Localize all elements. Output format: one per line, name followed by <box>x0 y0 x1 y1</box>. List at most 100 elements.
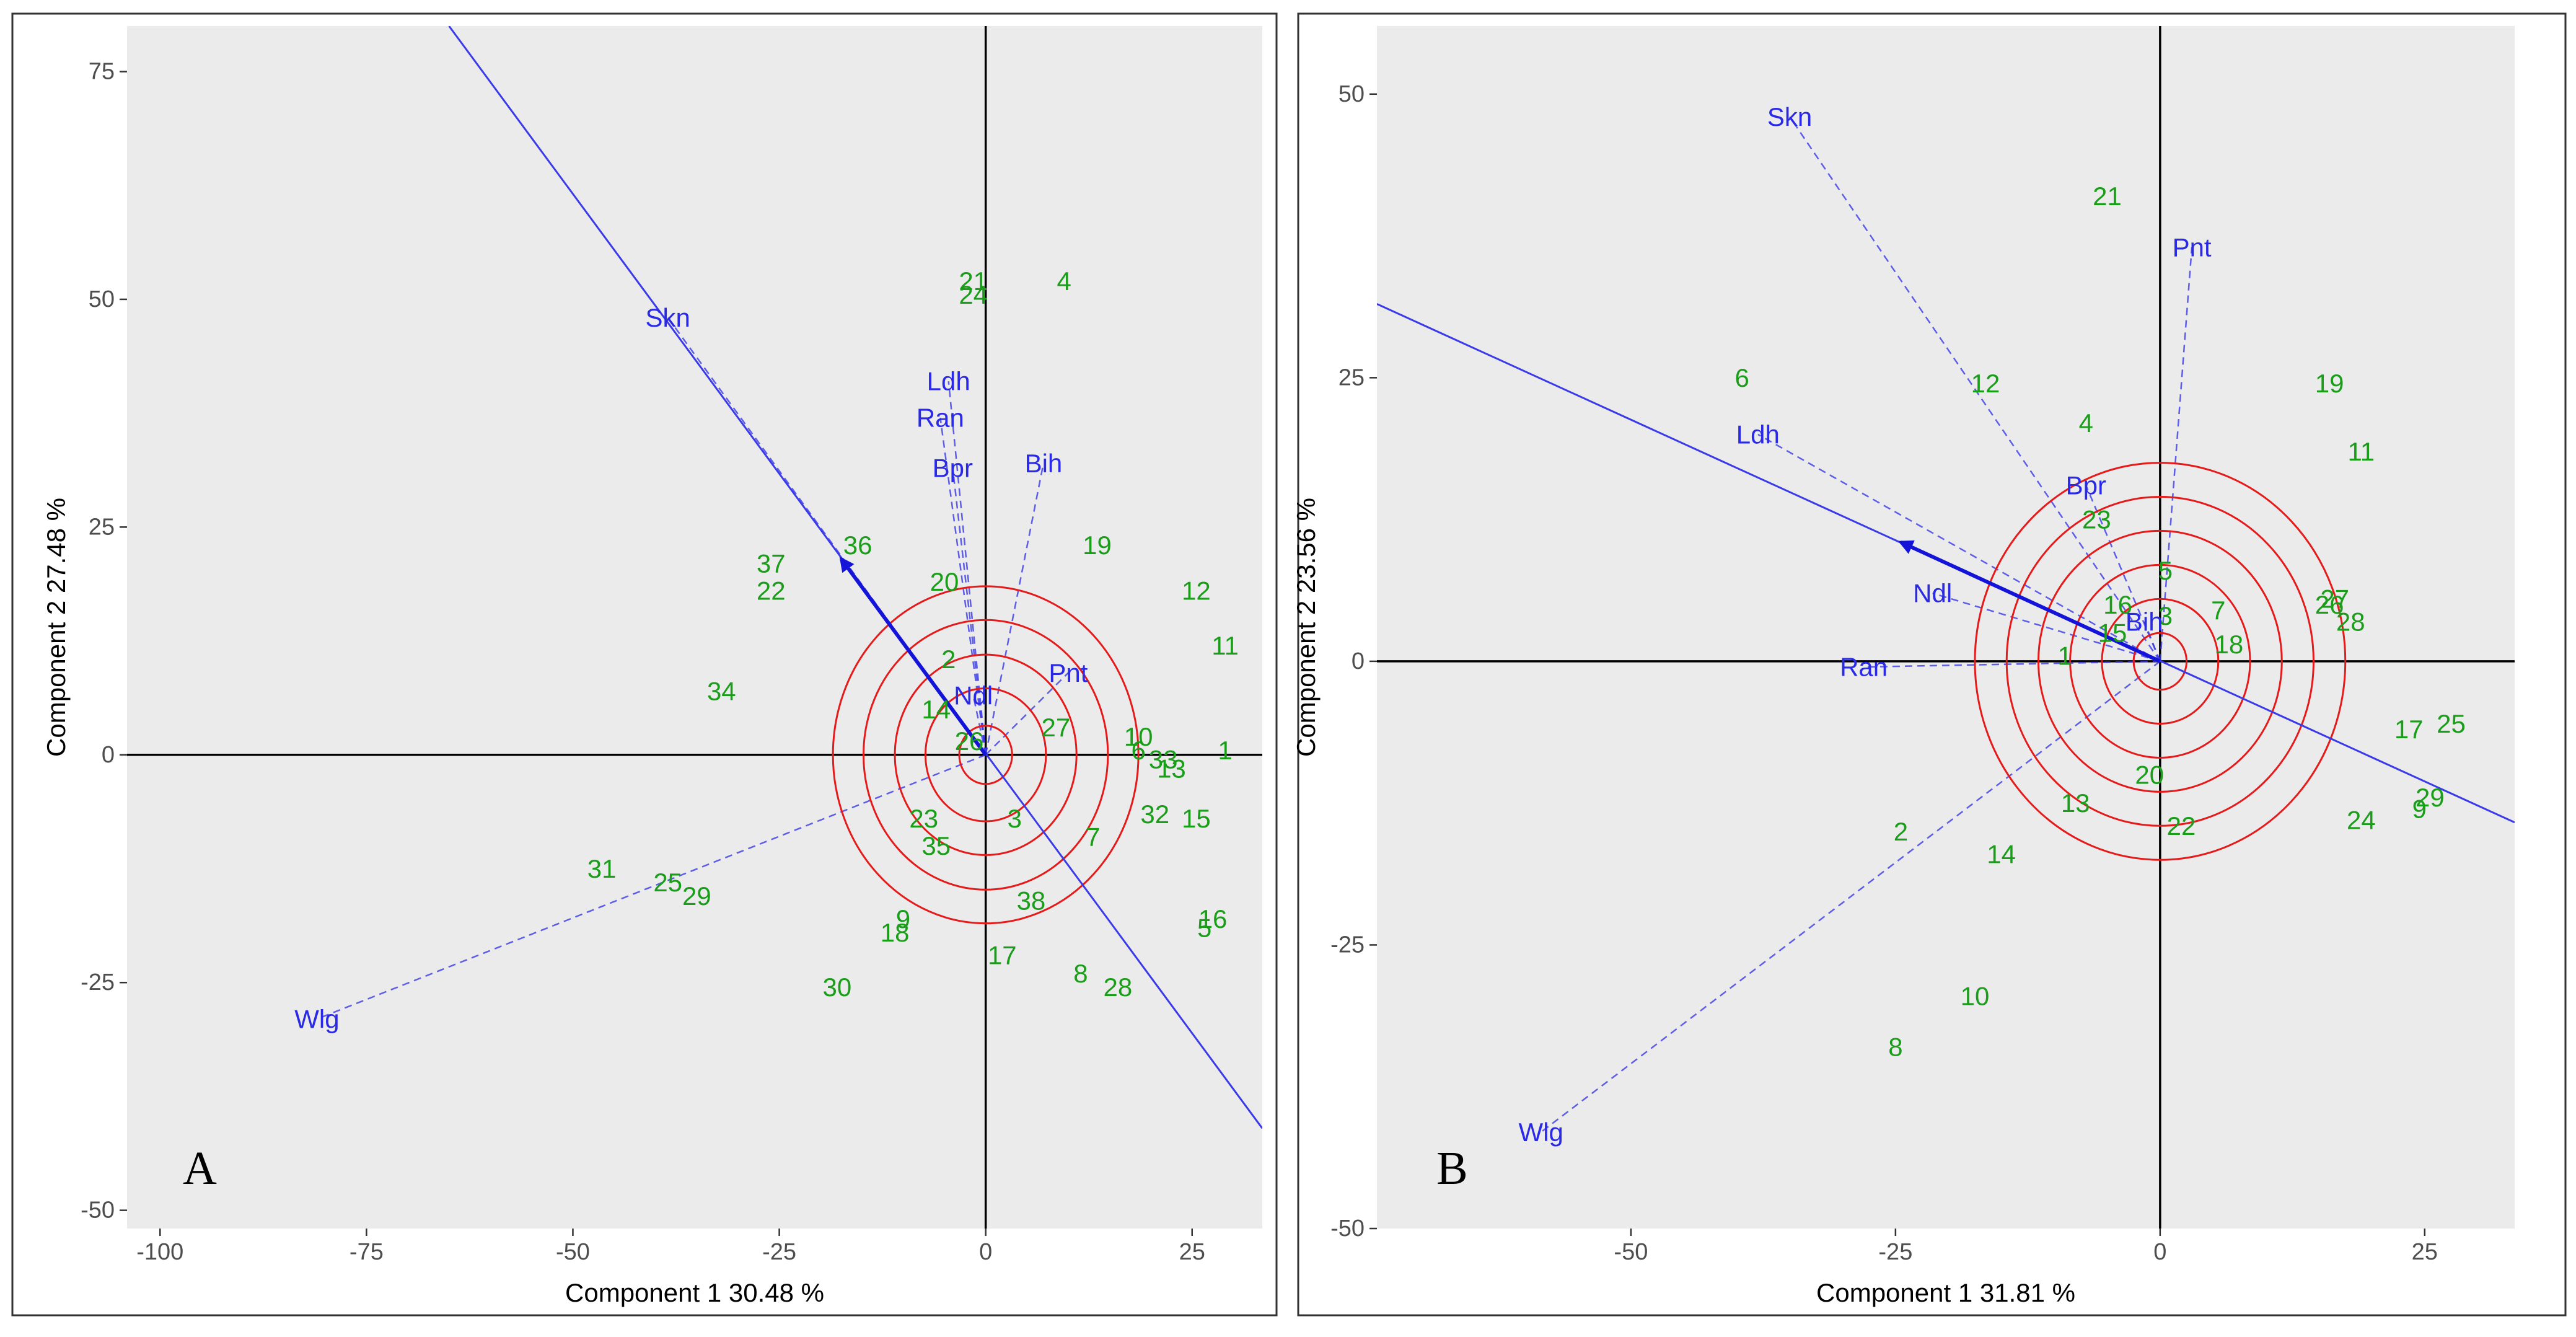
panel-b-genotype-label: 2 <box>1894 817 1908 846</box>
panel-a-x-tick-label: -50 <box>556 1239 590 1265</box>
panel-b-genotype-label: 19 <box>2315 369 2344 398</box>
panel-a-x-tick-label: -100 <box>136 1239 183 1265</box>
panel-a-circle-5 <box>832 585 1140 925</box>
panel-b-trait-label-bih: Bih <box>2125 607 2163 636</box>
panel-a-genotype-label: 36 <box>843 531 873 560</box>
panel-a-genotype-label: 26 <box>955 726 984 756</box>
panel-a-genotype-label: 10 <box>1124 722 1153 751</box>
panel-b-genotype-label: 8 <box>1888 1033 1902 1062</box>
panel-a-genotype-label: 29 <box>682 881 711 911</box>
panel-a-trait-vector-bpr <box>952 467 987 755</box>
panel-b-genotype-label: 6 <box>1735 363 1749 392</box>
panel-b-y-tick-label: -25 <box>1330 932 1365 958</box>
panel-a-genotype-label: 21 <box>959 267 988 296</box>
panel-a-genotype-label: 25 <box>653 868 682 897</box>
panel-b-average-arrow <box>1898 540 2161 663</box>
panel-b-circle-6 <box>1974 462 2347 861</box>
panel-b-genotype-label: 27 <box>2320 585 2349 614</box>
panel-a-trait-vector-wlg <box>316 754 987 1020</box>
panel-a-genotype-label: 4 <box>1057 267 1071 296</box>
panel-b-genotype-label: 24 <box>2347 806 2376 835</box>
panel-a-trait-label-skn: Skn <box>646 303 690 332</box>
panel-b-genotype-label: 10 <box>1961 981 1990 1010</box>
panel-b-genotype-label: 1 <box>2057 641 2072 670</box>
panel-b-x-tick-label: -50 <box>1614 1239 1648 1265</box>
panel-b-genotype-label: 16 <box>2103 590 2132 619</box>
panel-b-genotype-label: 18 <box>2215 630 2244 659</box>
panel-b-circle-4 <box>2037 529 2283 793</box>
panel-a-genotype-label: 13 <box>1157 754 1186 783</box>
panel-a: 1234567891011121314151617181920212223242… <box>42 26 1262 1307</box>
panel-b-trait-label-skn: Skn <box>1767 102 1812 131</box>
panel-a-genotype-label: 30 <box>822 973 851 1002</box>
panel-a-genotype-label: 19 <box>1083 531 1112 560</box>
panel-a-genotype-label: 16 <box>1198 904 1228 933</box>
panel-a-genotype-label: 33 <box>1149 745 1178 774</box>
panel-a-y-tick-label: -50 <box>81 1198 115 1224</box>
panel-a-trait-label-wlg: Wlg <box>294 1004 339 1033</box>
panel-a-trait-label-ndl: Ndl <box>954 681 993 710</box>
panel-b-y-tick-label: -50 <box>1330 1216 1365 1242</box>
panel-a-genotype-label: 3 <box>1008 804 1022 833</box>
panel-b-genotype-label: 23 <box>2082 505 2111 534</box>
panel-b-genotype-label: 17 <box>2394 715 2424 744</box>
panel-b-plot-background <box>1377 26 2515 1229</box>
panel-b-genotype-label: 28 <box>2336 607 2365 636</box>
panel-a-genotype-label: 31 <box>587 854 617 883</box>
panel-a-y-tick-label: 50 <box>89 286 115 312</box>
panel-b-trait-label-wlg: Wlg <box>1519 1118 1563 1147</box>
panel-b-trait-label-ran: Ran <box>1840 653 1888 682</box>
panel-b-trait-vector-ldh <box>1757 433 2161 662</box>
panel-b-genotype-label: 11 <box>2348 437 2375 466</box>
panel-b-genotype-label: 20 <box>2135 760 2164 789</box>
panel-a-circle-3 <box>894 653 1078 856</box>
panel-a-trait-vector-ldh <box>947 381 987 755</box>
panel-a-genotype-label: 24 <box>959 280 988 309</box>
panel-a-genotype-label: 22 <box>757 576 786 606</box>
panel-b-genotype-label: 21 <box>2093 182 2122 211</box>
panel-a-trait-label-bpr: Bpr <box>933 453 973 482</box>
panel-b-trait-vector-bih <box>2143 621 2161 662</box>
panel-b-genotype-label: 25 <box>2437 709 2466 738</box>
panel-b-trait-label-bpr: Bpr <box>2066 471 2106 500</box>
panel-a-circle-1 <box>958 725 1013 785</box>
panel-a-genotype-label: 12 <box>1182 576 1211 606</box>
panel-b-trait-vector-pnt <box>2159 247 2193 662</box>
panel-a-letter: A <box>183 1142 217 1194</box>
panel-b-genotype-label: 7 <box>2211 596 2225 625</box>
panel-a-x-axis-label: Component 1 30.48 % <box>565 1278 824 1307</box>
panel-b-genotype-label: 12 <box>1971 369 2000 398</box>
panel-b-letter: B <box>1436 1142 1468 1194</box>
panel-a-plot-background <box>127 26 1262 1229</box>
panel-a-genotype-label: 32 <box>1140 800 1169 829</box>
panel-a-circle-2 <box>924 687 1047 823</box>
panel-a-x-tick-label: -75 <box>349 1239 384 1265</box>
panel-a-genotype-label: 27 <box>1042 713 1071 742</box>
panel-b-genotype-label: 26 <box>2315 590 2344 619</box>
panel-a-genotype-label: 18 <box>881 918 910 947</box>
panel-b-genotype-label: 9 <box>2412 794 2427 823</box>
panel-b-trait-label-pnt: Pnt <box>2173 232 2212 262</box>
panel-a-trait-label-pnt: Pnt <box>1048 658 1088 687</box>
panel-a-trait-vector-ndl <box>972 695 987 756</box>
panel-b-trait-vector-wlg <box>1540 660 2161 1133</box>
panel-a-genotype-label: 7 <box>1086 823 1100 852</box>
panel-a-genotype-label: 8 <box>1073 959 1088 988</box>
panel-a-genotype-label: 1 <box>1218 736 1232 765</box>
panel-a-genotype-label: 28 <box>1103 973 1132 1002</box>
panel-b-trait-vector-skn <box>1789 116 2161 662</box>
panel-a-y-tick-label: 0 <box>102 742 115 768</box>
panel-b-y-tick-label: 25 <box>1339 364 1365 391</box>
panel-a-genotype-label: 9 <box>896 904 910 933</box>
panel-b-x-tick-label: 0 <box>2153 1239 2166 1265</box>
panel-b-trait-label-ldh: Ldh <box>1736 420 1780 449</box>
panel-b-circle-1 <box>2132 632 2188 691</box>
panel-b-genotype-label: 29 <box>2416 783 2445 812</box>
panel-a-trait-vector-pnt <box>985 672 1069 756</box>
panel-a-y-axis-label: Component 2 27.48 % <box>42 498 71 757</box>
panel-a-y-tick-label: 75 <box>89 58 115 84</box>
panel-a-trait-label-ran: Ran <box>917 403 964 432</box>
panel-b-x-tick-label: 25 <box>2412 1239 2438 1265</box>
panel-b-y-axis-label: Component 2 23.56 % <box>1291 498 1321 757</box>
panel-a-y-tick-label: -25 <box>81 969 115 995</box>
